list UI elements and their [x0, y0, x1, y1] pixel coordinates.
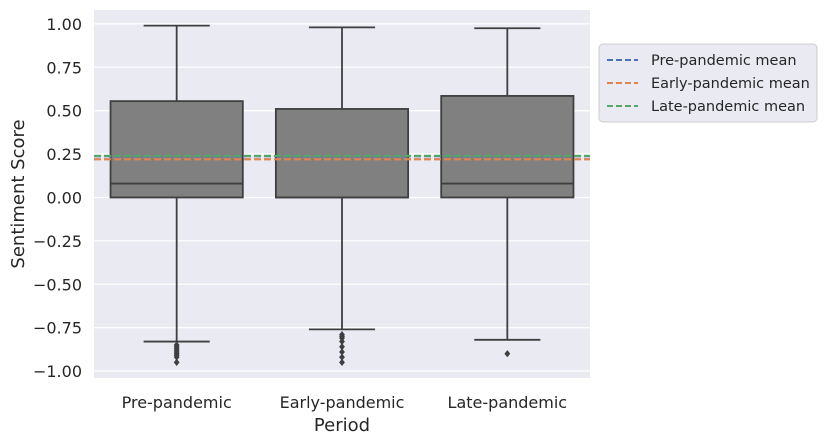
- y-tick-label: 1.00: [46, 15, 82, 34]
- y-tick-label: −0.75: [33, 319, 82, 338]
- outlier-point: [504, 350, 511, 358]
- y-tick-label: −0.50: [33, 275, 82, 294]
- legend-frame: [598, 43, 818, 123]
- boxes: [109, 24, 575, 366]
- legend-label: Early-pandemic mean: [651, 76, 810, 92]
- legend: Pre-pandemic mean Early-pandemic mean Late…: [598, 43, 818, 123]
- legend-label: Late-pandemic mean: [651, 99, 805, 115]
- x-axis-title: Period: [314, 415, 370, 436]
- y-tick-label: 0.75: [46, 58, 82, 77]
- outlier-point: [173, 358, 180, 366]
- iqr-box: [274, 108, 410, 199]
- box-early-pandemic: [274, 26, 410, 366]
- y-tick-label: 0.00: [46, 188, 82, 207]
- x-tick-label: Pre-pandemic: [122, 393, 232, 412]
- box-late-pandemic: [440, 27, 575, 358]
- outlier-point: [339, 343, 345, 351]
- outlier-point: [173, 353, 180, 361]
- x-tick-label: Late-pandemic: [448, 393, 568, 412]
- y-tick-label: 0.25: [46, 145, 82, 164]
- box-pre-pandemic: [109, 24, 244, 366]
- iqr-box: [109, 100, 244, 199]
- x-tick-labels: Pre-pandemic Early-pandemic Late-pandemic: [122, 393, 568, 412]
- y-tick-label: −1.00: [33, 362, 82, 381]
- y-tick-labels: 1.00 0.75 0.50 0.25 0.00 −0.25 −0.50 −0.75 −1.00: [33, 15, 82, 381]
- mean-lines: [94, 154, 590, 161]
- iqr-box: [440, 95, 575, 199]
- outlier-point: [339, 348, 345, 356]
- y-axis-title: Sentiment Score: [8, 119, 29, 268]
- outlier-point: [339, 337, 345, 346]
- legend-label: Pre-pandemic mean: [651, 53, 797, 69]
- outlier-point: [339, 358, 345, 366]
- y-tick-label: −0.25: [33, 232, 82, 251]
- outlier-point: [339, 353, 345, 361]
- x-tick-label: Early-pandemic: [280, 393, 405, 412]
- y-tick-label: 0.50: [46, 102, 82, 121]
